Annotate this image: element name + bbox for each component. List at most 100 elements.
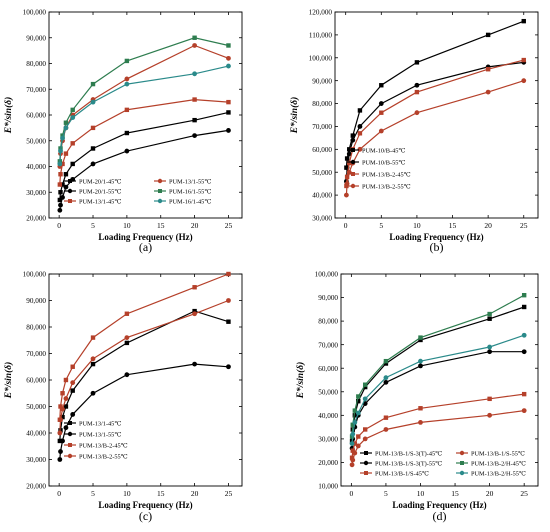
data-point [60, 391, 65, 396]
legend-marker [68, 443, 72, 447]
data-point [485, 32, 491, 38]
plot-frame [48, 273, 243, 487]
data-point [414, 60, 420, 65]
y-tick-label: 100,000 [315, 271, 339, 279]
x-tick-label: 5 [379, 221, 383, 230]
y-tick-label: 110,000 [309, 31, 332, 39]
data-point [362, 384, 368, 390]
data-point [349, 441, 355, 446]
data-point [124, 76, 130, 82]
y-tick-label: 80,000 [318, 318, 338, 326]
data-point [192, 361, 197, 367]
data-point [226, 99, 231, 105]
x-axis-title: Loading Frequency (Hz) [392, 500, 486, 510]
data-point [57, 457, 63, 462]
y-tick-label: 30,000 [318, 435, 338, 443]
data-point [70, 380, 76, 386]
data-point [63, 151, 69, 156]
legend-marker [67, 188, 73, 194]
x-tick-label: 15 [157, 221, 165, 230]
data-point [356, 434, 361, 439]
data-point [90, 146, 96, 151]
y-tick-label: 40,000 [318, 412, 338, 420]
series-line [345, 59, 524, 187]
y-tick-label: 60,000 [318, 365, 338, 373]
series-6 [349, 332, 527, 446]
data-point [344, 174, 350, 179]
x-tick-label: 20 [191, 489, 199, 498]
y-tick-label: 70,000 [318, 341, 338, 349]
y-axis-title: E*/sin(δ) [289, 97, 300, 135]
legend-marker [351, 148, 355, 152]
y-tick-label: 70,000 [26, 350, 46, 358]
data-point [57, 207, 63, 213]
data-point [418, 337, 423, 343]
y-tick-label: 80,000 [312, 100, 332, 108]
legend-marker [364, 451, 368, 455]
data-point [60, 414, 65, 420]
y-tick-label: 70,000 [312, 123, 332, 131]
data-point [63, 396, 69, 401]
panel-label: (d) [433, 509, 447, 523]
data-point [63, 425, 69, 431]
data-point [355, 443, 361, 449]
data-point [352, 420, 358, 425]
legend-marker [364, 471, 368, 475]
plot-frame [334, 11, 539, 219]
y-tick-label: 50,000 [318, 388, 338, 396]
data-point [60, 195, 65, 200]
data-point [521, 78, 527, 84]
y-tick-label: 80,000 [26, 60, 46, 68]
data-point [350, 448, 355, 453]
legend-marker [351, 172, 355, 176]
data-point [226, 128, 231, 133]
series-3 [57, 97, 231, 187]
data-point [226, 43, 231, 48]
data-point [487, 316, 492, 321]
y-tick-label: 30,000 [26, 456, 46, 464]
y-tick-label: 50,000 [26, 137, 46, 145]
data-point [70, 141, 75, 146]
x-tick-label: 10 [413, 221, 421, 230]
series-2 [349, 349, 527, 451]
data-point [521, 304, 527, 310]
data-point [355, 410, 361, 416]
data-point [352, 441, 358, 446]
legend-marker [459, 450, 465, 456]
legend-label: PUM-13/B-2-45℃ [362, 171, 411, 178]
data-point [124, 148, 130, 154]
data-point [90, 361, 96, 367]
legend-label: PUM-16/1-45℃ [169, 198, 211, 205]
data-point [362, 436, 368, 442]
y-tick-label: 50,000 [312, 169, 332, 177]
data-point [90, 161, 96, 167]
legend-label: PUM-13/B-1/S-55℃ [471, 450, 525, 457]
data-point [192, 311, 197, 317]
legend-marker [350, 183, 356, 189]
data-point [70, 388, 75, 393]
x-tick-label: 25 [225, 221, 233, 230]
y-tick-label: 120,000 [309, 9, 333, 17]
data-point [350, 137, 356, 143]
data-point [57, 182, 63, 187]
data-point [356, 394, 361, 399]
x-tick-label: 0 [349, 489, 353, 498]
series-4 [349, 408, 527, 468]
y-tick-label: 60,000 [26, 112, 46, 120]
legend-label: PUM-13/B-1/S-3(T)-55℃ [375, 460, 442, 467]
y-tick-label: 80,000 [26, 324, 46, 332]
series-line [59, 111, 229, 201]
data-point [343, 192, 349, 198]
chart-panel-4: 10,000 20,000 30,000 40,000 50,000 60,000 70,0… [295, 271, 539, 523]
data-point [350, 133, 356, 138]
data-point [63, 184, 69, 190]
data-point [487, 349, 493, 355]
legend: PUM-13/B-1/S-3(T)-45℃ PUM-13/B-1/S-3(T)-5… [360, 450, 526, 477]
y-tick-label: 100,000 [23, 9, 47, 17]
data-point [378, 101, 384, 106]
data-point [383, 427, 389, 432]
data-point [90, 125, 96, 131]
data-point [58, 417, 63, 423]
data-point [226, 110, 231, 115]
legend-label: PUM-13/B-2/H-45℃ [471, 460, 526, 467]
